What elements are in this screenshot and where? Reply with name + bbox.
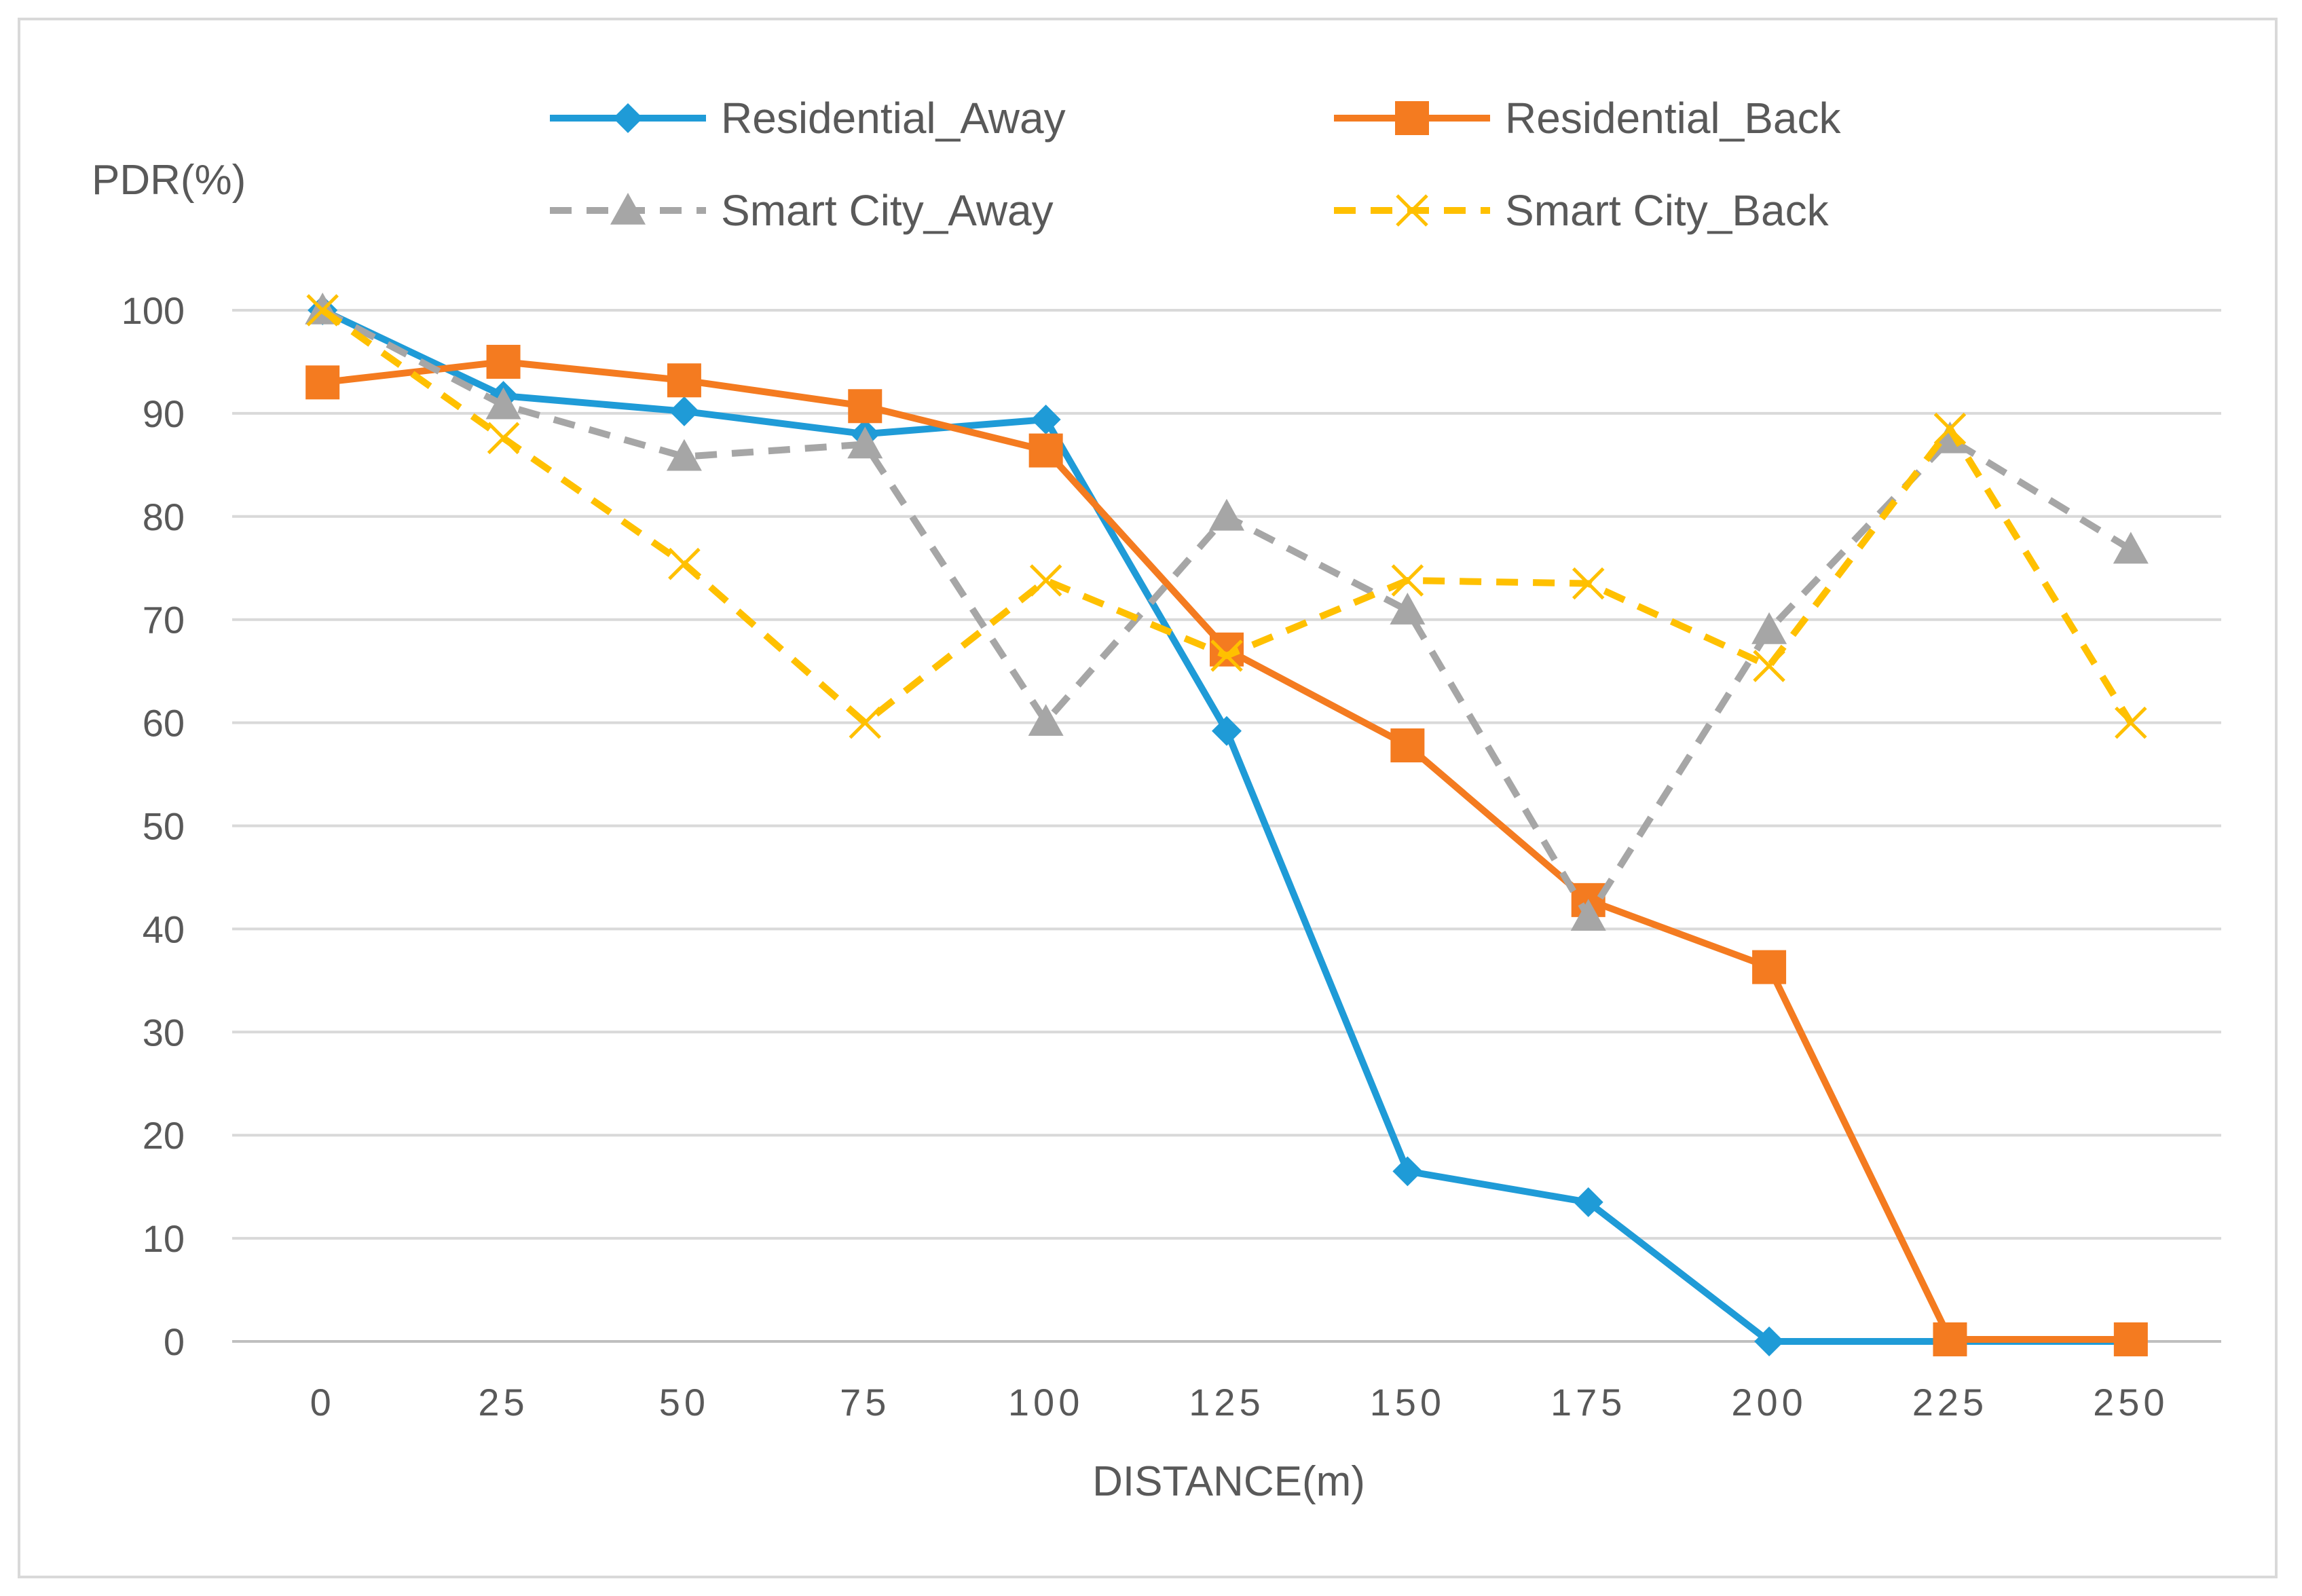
point-smart-city-away-125 [1209,498,1244,531]
point-smart-city-away-25 [485,387,521,420]
point-smart-city-back-125 [1210,639,1243,672]
x-tick-label-250: 250 [2093,1381,2168,1424]
chart-frame [18,18,2278,1578]
point-smart-city-back-100 [1029,564,1062,597]
legend-marker-smart-city-back [1396,194,1428,227]
point-residential-back-125 [1210,632,1244,667]
series-smart-city-back [306,294,2147,739]
point-smart-city-back-75 [849,706,882,739]
legend-label-residential-back: Residential_Back [1505,94,1842,143]
point-residential-away-50 [669,396,699,426]
y-tick-label-60: 60 [143,702,185,745]
legend-marker-smart-city-away [610,193,646,225]
point-smart-city-away-100 [1028,704,1064,736]
x-tick-label-175: 175 [1551,1381,1626,1424]
point-smart-city-back-200 [1753,650,1785,682]
y-tick-label-20: 20 [143,1114,185,1157]
y-tick-label-40: 40 [143,908,185,950]
point-residential-away-150 [1392,1156,1423,1187]
point-smart-city-away-75 [847,426,883,459]
point-residential-back-225 [1933,1322,1967,1356]
y-tick-label-90: 90 [143,392,185,435]
point-residential-back-200 [1752,950,1787,984]
series-smart-city-away [305,293,2149,931]
legend-label-smart-city-away: Smart City_Away [721,186,1054,235]
legend: Residential_Away Residential_Back Smart Ci… [550,94,1842,235]
point-residential-away-200 [1754,1326,1785,1356]
x-tick-label-150: 150 [1370,1381,1445,1424]
x-tick-label-100: 100 [1008,1381,1083,1424]
point-residential-away-175 [1573,1187,1603,1217]
y-axis-ticks: 0 10 20 30 40 50 60 70 80 90 100 [122,289,185,1363]
series-group [305,293,2149,1356]
y-tick-label-70: 70 [143,599,185,642]
x-axis-title: DISTANCE(m) [1092,1458,1365,1505]
x-tick-label-225: 225 [1912,1381,1988,1424]
y-tick-label-80: 80 [143,496,185,538]
x-tick-label-200: 200 [1731,1381,1806,1424]
point-smart-city-back-175 [1572,567,1605,600]
legend-marker-residential-back [1395,101,1429,135]
legend-label-smart-city-back: Smart City_Back [1505,186,1830,235]
point-smart-city-back-250 [2115,706,2147,739]
point-smart-city-back-0 [306,294,339,327]
series-residential-back [305,344,2148,1356]
point-residential-back-25 [486,344,521,379]
legend-item-smart-city-back: Smart City_Back [1334,186,1830,235]
gridlines [232,309,2221,1343]
point-smart-city-away-250 [2113,532,2149,564]
point-residential-back-0 [305,365,340,400]
legend-label-residential-away: Residential_Away [721,94,1066,143]
x-tick-label-75: 75 [840,1381,890,1424]
point-residential-away-125 [1212,716,1242,746]
legend-marker-residential-away [613,103,643,133]
point-smart-city-back-50 [668,547,701,580]
x-axis-ticks: 0 25 50 75 100 125 150 175 200 225 250 [310,1381,2168,1424]
point-smart-city-back-150 [1391,564,1424,597]
point-residential-back-50 [667,363,701,398]
legend-item-smart-city-away: Smart City_Away [550,186,1054,235]
y-tick-label-100: 100 [122,289,185,332]
x-tick-label-25: 25 [478,1381,528,1424]
y-tick-label-0: 0 [164,1320,185,1363]
point-residential-back-75 [848,389,883,424]
point-residential-back-150 [1390,728,1425,763]
y-tick-label-50: 50 [143,805,185,848]
point-smart-city-back-25 [487,422,520,455]
legend-item-residential-away: Residential_Away [550,94,1066,143]
point-residential-back-100 [1028,433,1063,468]
x-tick-label-125: 125 [1189,1381,1264,1424]
x-tick-label-50: 50 [659,1381,709,1424]
point-smart-city-away-50 [666,439,702,471]
point-smart-city-away-175 [1570,899,1606,931]
point-residential-back-250 [2113,1322,2148,1356]
point-smart-city-away-200 [1751,612,1787,644]
point-smart-city-back-225 [1933,412,1967,445]
y-tick-label-10: 10 [143,1217,185,1260]
y-tick-label-30: 30 [143,1011,185,1054]
y-axis-title: PDR(%) [92,157,246,204]
point-residential-away-100 [1031,405,1061,435]
x-tick-label-0: 0 [310,1381,335,1424]
point-smart-city-away-150 [1390,593,1426,625]
legend-item-residential-back: Residential_Back [1334,94,1842,143]
